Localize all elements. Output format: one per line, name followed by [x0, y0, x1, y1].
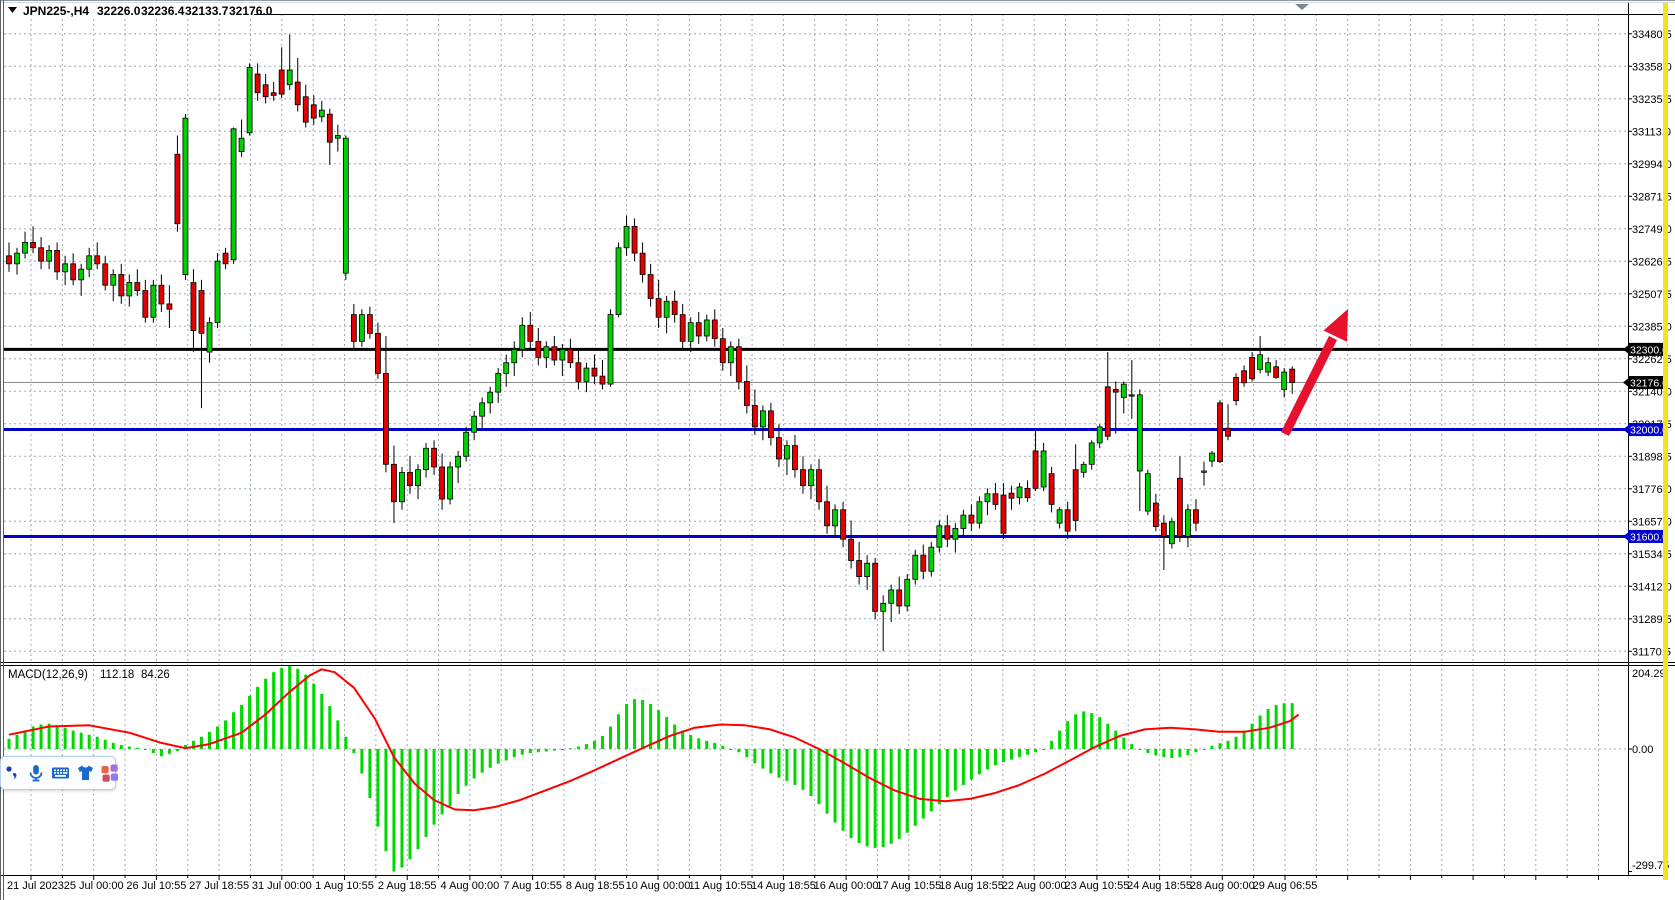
time-axis-label: 4 Aug 00:00: [441, 880, 500, 892]
time-axis-label: 26 Jul 10:55: [126, 880, 186, 892]
time-axis-label: 25 Jul 00:00: [64, 880, 124, 892]
price-axis-label: 31898.5: [1632, 451, 1672, 463]
pen-icon[interactable]: [5, 763, 21, 783]
time-axis-label: 31 Jul 00:00: [252, 880, 312, 892]
macd-scale-label: -299.75: [1632, 860, 1669, 872]
price-badge-32176.0: 32176.0: [1623, 376, 1668, 390]
svg-text:31600.0: 31600.0: [1630, 531, 1668, 543]
keyboard-icon[interactable]: [51, 763, 70, 783]
floating-toolbar: [0, 756, 119, 790]
price-badge-31600.0: 31600.0: [1623, 529, 1668, 543]
macd-scale-label: 0.00: [1632, 744, 1653, 756]
price-axis-label: 33113.0: [1632, 126, 1671, 138]
svg-text:32300.0: 32300.0: [1630, 344, 1668, 356]
time-axis-label: 18 Aug 18:55: [939, 880, 1004, 892]
time-axis-label: 22 Aug 00:00: [1002, 880, 1067, 892]
price-axis-label: 32385.0: [1632, 321, 1672, 333]
macd-indicator-pane: 204.29 0.00 -299.75: [4, 665, 1669, 873]
close-value: 32176.0: [229, 4, 273, 18]
price-axis-label: 33358.0: [1632, 61, 1672, 73]
price-badge-32300.0: 32300.0: [1623, 342, 1668, 356]
time-axis-label: 17 Aug 10:55: [876, 880, 941, 892]
chart-frame: [0, 3, 1675, 876]
macd-name-label: MACD(12,26,9): [8, 669, 88, 681]
price-axis-label: 31657.0: [1632, 516, 1672, 528]
time-axis-label: 23 Aug 10:55: [1064, 880, 1129, 892]
price-axis-label: 31412.0: [1632, 581, 1672, 593]
time-axis-label: 1 Aug 10:55: [315, 880, 374, 892]
price-axis-label: 32749.0: [1632, 224, 1672, 236]
trend-arrow-annotation[interactable]: [1280, 309, 1348, 437]
price-badge-32000.0: 32000.0: [1623, 423, 1668, 437]
time-axis-label: 2 Aug 18:55: [378, 880, 437, 892]
time-axis-label: 16 Aug 00:00: [814, 880, 879, 892]
price-axis[interactable]: 33480.5 33358.0 33235.5 33113.0 32994.0 32871…: [1628, 29, 1672, 659]
high-value: 32236.4: [141, 4, 185, 18]
price-axis-label: 32871.5: [1632, 191, 1672, 203]
time-axis-label: 14 Aug 18:55: [751, 880, 816, 892]
candlestick-series: [6, 34, 1296, 652]
horizontal-level-lines[interactable]: [4, 347, 1628, 538]
chart-title: JPN225-,H4 32226.0 32236.4 32133.7 32176…: [4, 4, 273, 18]
macd-scale-label: 204.29: [1632, 668, 1666, 680]
price-axis-label: 31170.5: [1632, 646, 1671, 658]
open-value: 32226.0: [97, 4, 141, 18]
price-axis-label: 31534.5: [1632, 549, 1672, 561]
macd-signal-line: [8, 668, 1300, 812]
time-axis[interactable]: 21 Jul 2023 25 Jul 00:00 26 Jul 10:55 27 Ju…: [7, 875, 1599, 893]
time-axis-label: 8 Aug 18:55: [566, 880, 625, 892]
low-value: 32133.7: [185, 4, 229, 18]
svg-text:32000.0: 32000.0: [1630, 425, 1668, 437]
macd-signal-value: 84.26: [141, 669, 170, 681]
price-gridlines: [4, 33, 1628, 652]
time-axis-label: 7 Aug 10:55: [503, 880, 562, 892]
symbol-dropdown-icon[interactable]: [8, 7, 17, 13]
price-axis-label: 32507.5: [1632, 289, 1672, 301]
price-axis-label: 32262.5: [1632, 354, 1672, 366]
price-axis-label: 32140.0: [1632, 386, 1672, 398]
price-badges: 32300.0 32176.0 32000.0 31600.0: [1623, 342, 1668, 543]
price-axis-label: 31289.5: [1632, 614, 1672, 626]
macd-main-value: 112.18: [100, 669, 134, 681]
price-axis-label: 33480.5: [1632, 29, 1672, 41]
tshirt-icon[interactable]: [76, 763, 95, 783]
symbol-period-label: JPN225-,H4: [23, 4, 89, 18]
apps-grid-icon[interactable]: [101, 763, 119, 783]
time-axis-label: 11 Aug 10:55: [689, 880, 753, 892]
chart-shift-marker-icon[interactable]: [1295, 4, 1309, 10]
right-edge-accent: [1663, 3, 1668, 880]
price-axis-label: 31776.0: [1632, 484, 1672, 496]
time-axis-label: 24 Aug 18:55: [1127, 880, 1192, 892]
time-axis-label: 29 Aug 06:55: [1253, 880, 1318, 892]
svg-text:32176.0: 32176.0: [1630, 378, 1668, 390]
time-axis-label: 21 Jul 2023: [7, 880, 64, 892]
price-axis-label: 33235.5: [1632, 94, 1672, 106]
time-axis-label: 10 Aug 00:00: [626, 880, 691, 892]
title-backdrop: [4, 4, 254, 17]
microphone-icon[interactable]: [27, 763, 45, 783]
macd-label-row: MACD(12,26,9) 112.18 84.26: [8, 669, 170, 681]
time-axis-label: 27 Jul 18:55: [189, 880, 249, 892]
price-axis-label: 32626.5: [1632, 256, 1672, 268]
price-axis-label: 32994.0: [1632, 159, 1672, 171]
time-axis-label: 28 Aug 00:00: [1190, 880, 1255, 892]
